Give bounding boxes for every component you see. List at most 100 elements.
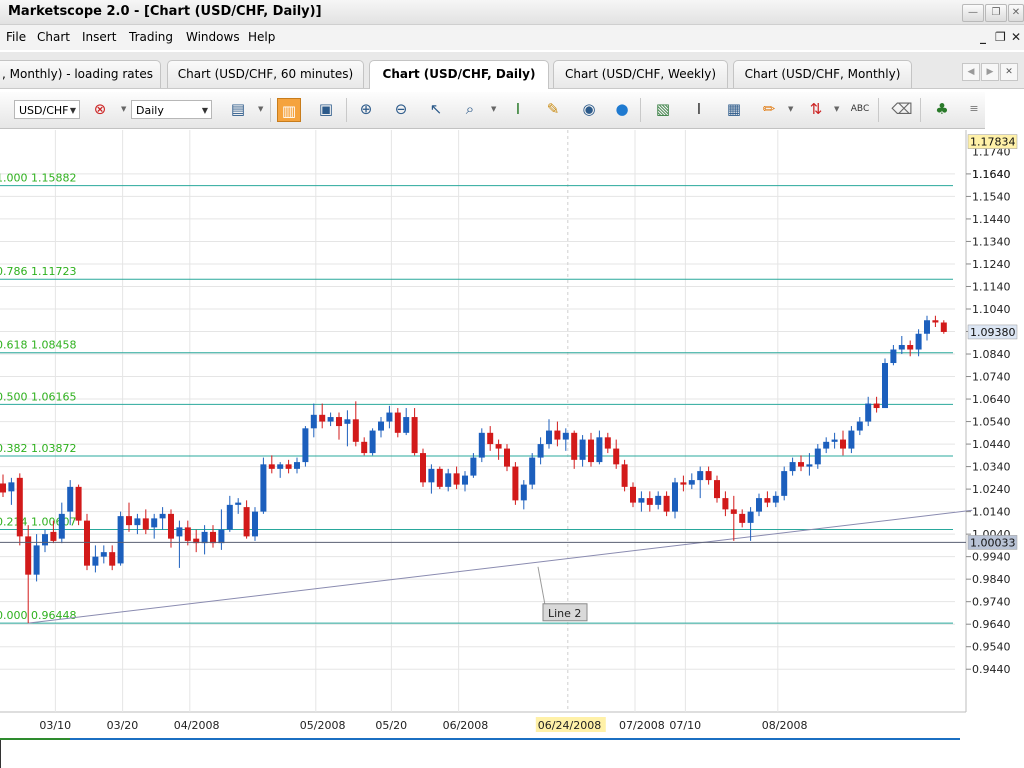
indicators-icon[interactable]: ▦ xyxy=(726,100,742,118)
candle-body[interactable] xyxy=(319,414,326,422)
candle-body[interactable] xyxy=(789,462,796,472)
trendline[interactable] xyxy=(28,509,973,624)
candle-body[interactable] xyxy=(420,453,426,483)
candle-body[interactable] xyxy=(361,441,368,454)
tab-next-icon[interactable]: ▶ xyxy=(981,63,999,81)
candle-body[interactable] xyxy=(352,419,359,442)
candle-body[interactable] xyxy=(445,473,452,487)
candle-body[interactable] xyxy=(495,444,502,449)
candle-body[interactable] xyxy=(621,464,628,487)
chevron-down-icon[interactable]: ▼ xyxy=(834,105,840,113)
candle-body[interactable] xyxy=(310,414,317,429)
candle-body[interactable] xyxy=(529,457,536,485)
chevron-down-icon[interactable]: ▼ xyxy=(491,105,497,113)
toolbar-more-icon[interactable]: ≡ xyxy=(969,102,979,115)
candle-body[interactable] xyxy=(100,552,107,557)
candle-body[interactable] xyxy=(546,430,552,445)
text-tool-icon[interactable]: I xyxy=(696,100,702,118)
candle-body[interactable] xyxy=(403,417,410,433)
candle-body[interactable] xyxy=(176,527,183,537)
candle-body[interactable] xyxy=(142,518,149,530)
candle-body[interactable] xyxy=(294,462,300,469)
candle-body[interactable] xyxy=(336,417,342,427)
zoom-out-icon[interactable]: ⊖ xyxy=(394,100,408,118)
tab-60-minutes[interactable]: Chart (USD/CHF, 60 minutes) xyxy=(167,60,364,88)
candle-body[interactable] xyxy=(638,498,645,503)
candle-body[interactable] xyxy=(722,498,729,510)
candle-body[interactable] xyxy=(655,495,662,505)
candle-body[interactable] xyxy=(16,477,23,537)
note-icon[interactable]: ✎ xyxy=(546,100,560,118)
candle-body[interactable] xyxy=(798,462,804,467)
line-tool-icon[interactable]: Ⅰ xyxy=(515,100,521,118)
chevron-down-icon[interactable]: ▼ xyxy=(258,105,264,113)
candle-body[interactable] xyxy=(50,531,57,541)
globe-icon[interactable]: ● xyxy=(615,100,629,118)
candle-body[interactable] xyxy=(252,511,258,537)
zoom-in-icon[interactable]: ⊕ xyxy=(359,100,373,118)
candle-body[interactable] xyxy=(67,486,74,512)
candle-body[interactable] xyxy=(520,484,527,501)
candle-body[interactable] xyxy=(193,538,200,544)
candle-body[interactable] xyxy=(470,457,477,476)
candle-body[interactable] xyxy=(327,417,334,422)
candle-body[interactable] xyxy=(688,480,695,485)
candle-body[interactable] xyxy=(268,464,275,469)
candle-body[interactable] xyxy=(756,498,762,512)
candle-body[interactable] xyxy=(411,417,418,454)
candle-body[interactable] xyxy=(302,428,309,463)
candle-body[interactable] xyxy=(92,556,99,566)
candle-body[interactable] xyxy=(781,471,788,496)
candle-body[interactable] xyxy=(554,430,561,440)
candle-body[interactable] xyxy=(58,513,65,539)
candle-body[interactable] xyxy=(672,482,678,512)
candle-body[interactable] xyxy=(856,421,863,431)
candle-body[interactable] xyxy=(210,531,216,544)
candle-body[interactable] xyxy=(730,509,737,514)
window-close-button[interactable]: ✕ xyxy=(1008,4,1024,22)
candle-body[interactable] xyxy=(697,471,704,481)
zoom-area-icon[interactable]: ⌕ xyxy=(465,100,475,118)
tab-close-icon[interactable]: ✕ xyxy=(1000,63,1018,81)
candle-body[interactable] xyxy=(537,444,544,458)
candle-body[interactable] xyxy=(84,520,90,566)
candle-body[interactable] xyxy=(159,513,166,519)
remove-indicator-icon[interactable]: ⊗ xyxy=(93,100,107,118)
menu-trading[interactable]: Trading xyxy=(129,30,174,44)
candle-body[interactable] xyxy=(915,333,922,350)
candle-body[interactable] xyxy=(462,475,468,485)
tab-monthly-loading[interactable]: , Monthly) - loading rates xyxy=(0,60,161,88)
tab-prev-icon[interactable]: ◀ xyxy=(962,63,980,81)
candle-body[interactable] xyxy=(772,495,779,503)
candle-body[interactable] xyxy=(344,419,351,424)
candle-body[interactable] xyxy=(226,504,233,530)
candle-body[interactable] xyxy=(924,320,930,334)
candle-body[interactable] xyxy=(151,518,158,528)
trendline-label-box[interactable] xyxy=(542,603,588,622)
candle-body[interactable] xyxy=(277,464,284,469)
candle-body[interactable] xyxy=(504,448,510,467)
trade-icon[interactable]: ⇅ xyxy=(809,100,823,118)
candle-body[interactable] xyxy=(613,448,620,465)
candle-body[interactable] xyxy=(512,466,519,501)
candle-body[interactable] xyxy=(848,430,855,449)
mdi-restore-button[interactable]: ❐ xyxy=(995,30,1006,44)
candle-body[interactable] xyxy=(394,412,401,433)
candle-body[interactable] xyxy=(646,498,653,505)
menu-file[interactable]: File xyxy=(6,30,27,44)
candle-body[interactable] xyxy=(126,516,132,526)
candle-body[interactable] xyxy=(747,511,754,523)
candle-body[interactable] xyxy=(42,534,48,546)
candle-body[interactable] xyxy=(260,464,267,512)
candle-body[interactable] xyxy=(436,468,443,487)
candle-view-icon[interactable]: ▥ xyxy=(277,98,301,122)
candle-body[interactable] xyxy=(714,480,720,499)
tab-monthly[interactable]: Chart (USD/CHF, Monthly) xyxy=(733,60,912,88)
abc-icon[interactable]: ABC xyxy=(850,104,870,114)
candle-body[interactable] xyxy=(218,529,225,544)
candle-body[interactable] xyxy=(932,320,939,323)
candle-body[interactable] xyxy=(235,502,242,505)
chart-style-icon[interactable]: ▤ xyxy=(230,100,246,118)
candle-body[interactable] xyxy=(478,432,485,458)
candle-body[interactable] xyxy=(806,464,813,467)
